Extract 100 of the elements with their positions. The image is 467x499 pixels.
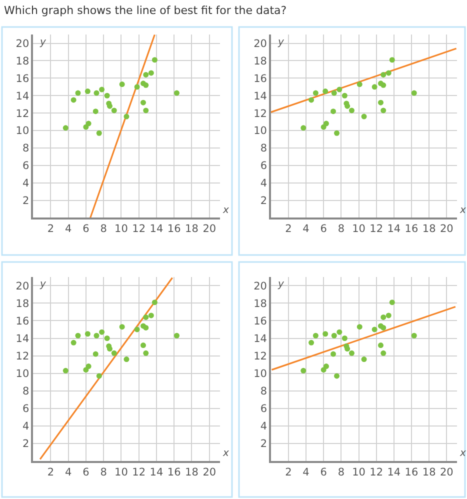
y-axis-title: y: [39, 37, 47, 48]
y-tick-label: 10: [16, 125, 30, 138]
x-tick-label: 20: [202, 466, 216, 478]
point: [143, 108, 149, 114]
point: [378, 342, 384, 348]
point: [330, 108, 336, 114]
point: [140, 100, 146, 106]
y-tick-label: 8: [260, 386, 268, 398]
y-tick-label: 2: [22, 194, 30, 207]
y-tick-label: 16: [254, 72, 268, 85]
x-tick-label: 14: [150, 223, 164, 236]
point: [336, 86, 342, 92]
x-tick-label: 10: [352, 466, 366, 478]
x-tick-label: 4: [302, 466, 310, 478]
point: [86, 120, 92, 126]
point: [86, 364, 92, 370]
point: [361, 114, 367, 120]
point: [124, 114, 130, 120]
point: [104, 336, 110, 342]
point: [143, 350, 149, 356]
x-tick-label: 20: [202, 223, 216, 236]
point: [322, 88, 328, 94]
y-tick-label: 8: [22, 142, 30, 155]
point: [94, 90, 100, 96]
point: [143, 324, 149, 330]
point: [308, 97, 314, 103]
x-tick-label: 14: [150, 466, 164, 478]
y-tick-label: 6: [22, 160, 30, 172]
point: [84, 88, 90, 94]
point: [372, 326, 378, 332]
x-tick-label: 8: [338, 223, 345, 236]
y-tick-label: 10: [254, 368, 268, 380]
x-tick-label: 6: [82, 223, 90, 236]
point: [323, 120, 329, 126]
x-tick-label: 16: [167, 223, 182, 236]
x-tick-label: 16: [167, 466, 182, 478]
chart-title: Which graph shows the line of best fit for the data?: [4, 4, 287, 17]
point: [312, 90, 318, 96]
point: [111, 108, 117, 114]
y-tick-label: 4: [22, 178, 30, 190]
y-tick-label: 2: [260, 194, 268, 207]
y-tick-label: 12: [254, 350, 268, 362]
point: [331, 90, 337, 96]
point: [119, 324, 125, 330]
y-tick-label: 16: [16, 72, 30, 85]
y-tick-label: 12: [16, 350, 30, 362]
point: [336, 329, 342, 335]
x-tick-label: 18: [422, 223, 436, 236]
x-tick-label: 14: [387, 223, 401, 236]
point: [334, 373, 340, 379]
point: [411, 90, 417, 96]
point: [143, 72, 149, 78]
point: [119, 82, 125, 88]
point: [342, 336, 348, 342]
x-tick-label: 2: [285, 223, 292, 236]
y-tick-label: 4: [22, 420, 30, 433]
point: [143, 82, 149, 88]
point: [134, 84, 140, 90]
x-axis-title: x: [222, 205, 229, 216]
point: [334, 130, 340, 136]
y-tick-label: 14: [254, 332, 268, 345]
y-tick-label: 6: [22, 403, 30, 416]
point: [378, 100, 384, 106]
x-tick-label: 18: [185, 466, 198, 478]
x-tick-label: 8: [100, 223, 107, 236]
x-tick-label: 16: [404, 223, 418, 236]
x-axis-title: x: [222, 448, 229, 459]
point: [140, 342, 146, 348]
point: [152, 57, 158, 63]
point: [75, 90, 81, 96]
point: [92, 108, 98, 114]
y-tick-label: 4: [260, 178, 268, 190]
y-tick-label: 12: [16, 108, 30, 120]
point: [389, 300, 395, 306]
point: [331, 332, 337, 338]
x-tick-label: 6: [320, 466, 328, 478]
point: [104, 92, 110, 98]
point: [134, 326, 140, 332]
x-tick-label: 6: [82, 466, 90, 478]
point: [411, 332, 417, 338]
point: [386, 312, 392, 318]
x-tick-label: 10: [352, 223, 366, 236]
y-axis-title: y: [277, 279, 285, 290]
y-tick-label: 18: [254, 55, 268, 68]
x-tick-label: 4: [64, 466, 72, 478]
point: [70, 97, 76, 103]
point: [143, 314, 149, 320]
y-tick-label: 20: [254, 280, 268, 292]
x-tick-label: 20: [440, 223, 454, 236]
y-axis-title: y: [277, 37, 285, 48]
x-tick-label: 2: [47, 223, 54, 236]
point: [96, 373, 102, 379]
point: [99, 329, 105, 335]
x-tick-label: 2: [285, 466, 292, 478]
y-tick-label: 18: [254, 298, 268, 310]
x-tick-label: 14: [387, 466, 401, 478]
y-axis-title: y: [39, 279, 47, 290]
point: [380, 324, 386, 330]
y-tick-label: 20: [254, 38, 268, 50]
point: [344, 346, 350, 352]
